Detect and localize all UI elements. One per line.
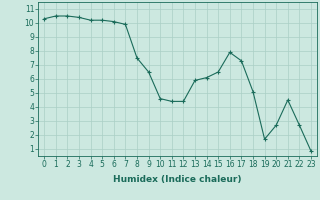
X-axis label: Humidex (Indice chaleur): Humidex (Indice chaleur)	[113, 175, 242, 184]
